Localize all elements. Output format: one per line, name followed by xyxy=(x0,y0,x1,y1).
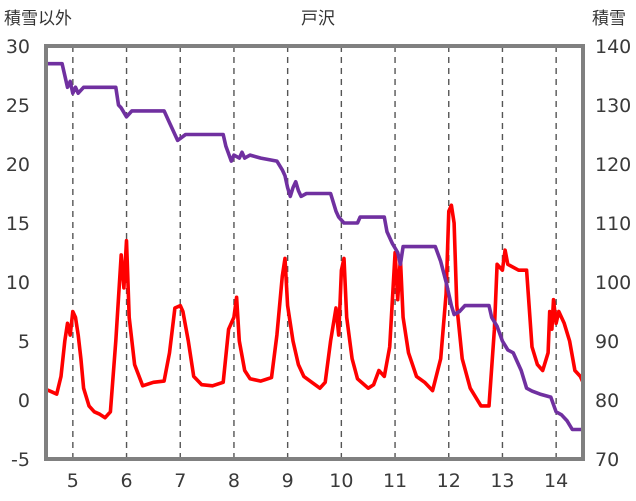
right-tick-label-100: 100 xyxy=(595,272,631,294)
x-tick-label-7: 7 xyxy=(174,470,186,492)
series-layer xyxy=(44,61,585,432)
x-tick-label-6: 6 xyxy=(121,470,133,492)
x-tick-label-11: 11 xyxy=(383,470,407,492)
x-tick-label-12: 12 xyxy=(437,470,461,492)
left-tick-label-30: 30 xyxy=(6,36,30,58)
right-tick-label-140: 140 xyxy=(595,36,631,58)
snow-depth-series-line xyxy=(44,61,585,432)
x-tick-label-14: 14 xyxy=(544,470,568,492)
left-tick-label--5: -5 xyxy=(11,449,30,471)
left-tick-label-5: 5 xyxy=(18,331,30,353)
x-tick-label-5: 5 xyxy=(67,470,79,492)
right-tick-label-130: 130 xyxy=(595,95,631,117)
x-tick-label-8: 8 xyxy=(228,470,240,492)
left-tick-label-25: 25 xyxy=(6,95,30,117)
left-tick-label-15: 15 xyxy=(6,213,30,235)
right-tick-label-80: 80 xyxy=(595,390,619,412)
right-tick-label-70: 70 xyxy=(595,449,619,471)
right-axis-ticks: 70 80 90 100 110 120 130 140 xyxy=(595,36,631,471)
temperature-series-line xyxy=(44,203,585,420)
right-tick-label-110: 110 xyxy=(595,213,631,235)
x-axis-ticks: 5 6 7 8 9 10 11 12 13 14 xyxy=(67,470,568,492)
left-axis-ticks: -5 0 5 10 15 20 25 30 xyxy=(6,36,30,471)
right-tick-label-120: 120 xyxy=(595,154,631,176)
right-axis-label: 積雪 xyxy=(592,9,626,29)
left-axis-label: 積雪以外 xyxy=(4,9,72,29)
x-tick-label-9: 9 xyxy=(282,470,294,492)
grid-layer xyxy=(72,46,557,459)
x-tick-label-10: 10 xyxy=(329,470,353,492)
chart-title: 戸沢 xyxy=(301,9,335,29)
left-tick-label-10: 10 xyxy=(6,272,30,294)
left-tick-label-0: 0 xyxy=(18,390,30,412)
x-tick-label-13: 13 xyxy=(490,470,514,492)
plot-frame xyxy=(44,44,585,461)
right-tick-label-90: 90 xyxy=(595,331,619,353)
left-tick-label-20: 20 xyxy=(6,154,30,176)
